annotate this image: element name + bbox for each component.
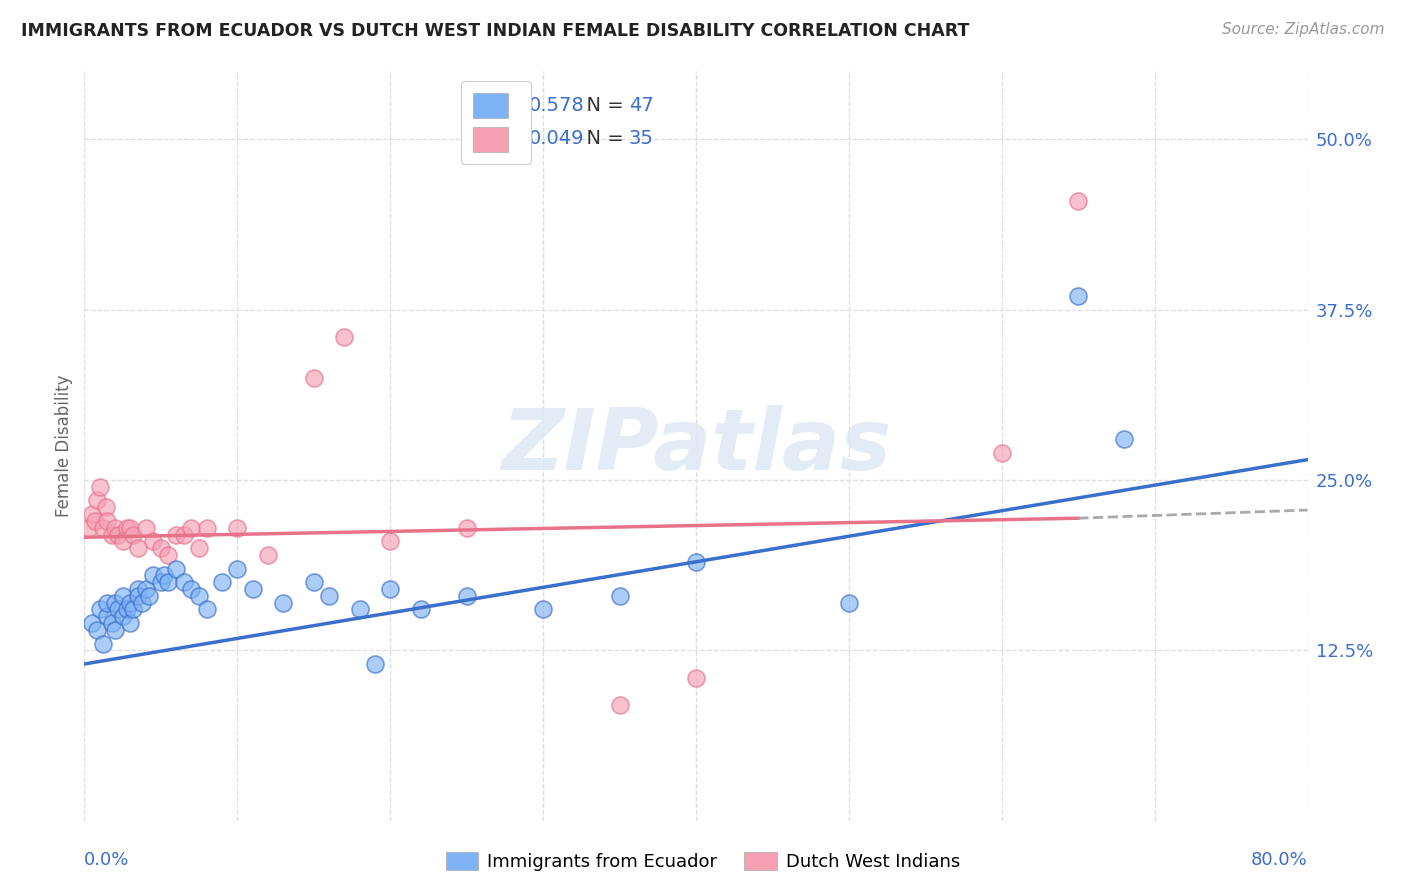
Point — [188, 589, 211, 603]
Point — [122, 527, 145, 541]
Point — [122, 602, 145, 616]
Point — [685, 555, 707, 569]
Point — [242, 582, 264, 596]
Point — [838, 596, 860, 610]
Text: R =: R = — [470, 95, 512, 114]
Point — [226, 521, 249, 535]
Point — [195, 602, 218, 616]
Point — [302, 575, 325, 590]
Point — [94, 500, 117, 515]
Text: 0.049: 0.049 — [529, 129, 583, 148]
Point — [173, 527, 195, 541]
Point — [127, 589, 149, 603]
Point — [115, 521, 138, 535]
Point — [111, 609, 134, 624]
Point — [1114, 432, 1136, 446]
Point — [180, 521, 202, 535]
Point — [142, 534, 165, 549]
Point — [349, 602, 371, 616]
Point — [127, 541, 149, 556]
Point — [1067, 289, 1090, 303]
Point — [195, 521, 218, 535]
Point — [685, 671, 707, 685]
Point — [84, 514, 107, 528]
Point — [165, 561, 187, 575]
Point — [86, 493, 108, 508]
Point — [104, 623, 127, 637]
Point — [104, 596, 127, 610]
Text: N =: N = — [574, 95, 630, 114]
Point — [142, 568, 165, 582]
Point — [127, 582, 149, 596]
Y-axis label: Female Disability: Female Disability — [55, 375, 73, 517]
Point — [101, 616, 124, 631]
Point — [80, 616, 103, 631]
Point — [149, 541, 172, 556]
Point — [149, 575, 172, 590]
Point — [302, 371, 325, 385]
Point — [104, 521, 127, 535]
Point — [380, 534, 402, 549]
Point — [271, 596, 294, 610]
Text: 80.0%: 80.0% — [1251, 851, 1308, 869]
Point — [96, 609, 118, 624]
Point — [456, 589, 478, 603]
Text: R =: R = — [470, 129, 512, 148]
Point — [609, 698, 631, 712]
Point — [131, 596, 153, 610]
Text: 0.0%: 0.0% — [84, 851, 129, 869]
Point — [111, 534, 134, 549]
Point — [531, 602, 554, 616]
Point — [157, 548, 180, 562]
Point — [211, 575, 233, 590]
Point — [115, 602, 138, 616]
Point — [318, 589, 340, 603]
Point — [96, 596, 118, 610]
Point — [364, 657, 387, 671]
Point — [91, 636, 114, 650]
Point — [138, 589, 160, 603]
Point — [257, 548, 280, 562]
Point — [135, 521, 157, 535]
Point — [1067, 194, 1090, 208]
Point — [86, 623, 108, 637]
Point — [120, 521, 142, 535]
Point — [77, 521, 100, 535]
Legend: Immigrants from Ecuador, Dutch West Indians: Immigrants from Ecuador, Dutch West Indi… — [439, 845, 967, 879]
Point — [173, 575, 195, 590]
Text: Source: ZipAtlas.com: Source: ZipAtlas.com — [1222, 22, 1385, 37]
Point — [107, 527, 129, 541]
Point — [991, 446, 1014, 460]
Text: 0.578: 0.578 — [529, 95, 583, 114]
Point — [107, 602, 129, 616]
Point — [157, 575, 180, 590]
Point — [91, 521, 114, 535]
Point — [120, 596, 142, 610]
Point — [180, 582, 202, 596]
Point — [165, 527, 187, 541]
Legend: , : , — [461, 81, 531, 164]
Point — [80, 507, 103, 521]
Text: IMMIGRANTS FROM ECUADOR VS DUTCH WEST INDIAN FEMALE DISABILITY CORRELATION CHART: IMMIGRANTS FROM ECUADOR VS DUTCH WEST IN… — [21, 22, 970, 40]
Text: 47: 47 — [628, 95, 654, 114]
Text: N =: N = — [574, 129, 630, 148]
Point — [333, 330, 356, 344]
Point — [409, 602, 432, 616]
Text: 35: 35 — [628, 129, 654, 148]
Point — [456, 521, 478, 535]
Point — [101, 527, 124, 541]
Point — [89, 480, 111, 494]
Point — [89, 602, 111, 616]
Point — [153, 568, 176, 582]
Point — [188, 541, 211, 556]
Point — [380, 582, 402, 596]
Point — [609, 589, 631, 603]
Text: ZIPatlas: ZIPatlas — [501, 404, 891, 488]
Point — [135, 582, 157, 596]
Point — [226, 561, 249, 575]
Point — [120, 616, 142, 631]
Point — [96, 514, 118, 528]
Point — [111, 589, 134, 603]
